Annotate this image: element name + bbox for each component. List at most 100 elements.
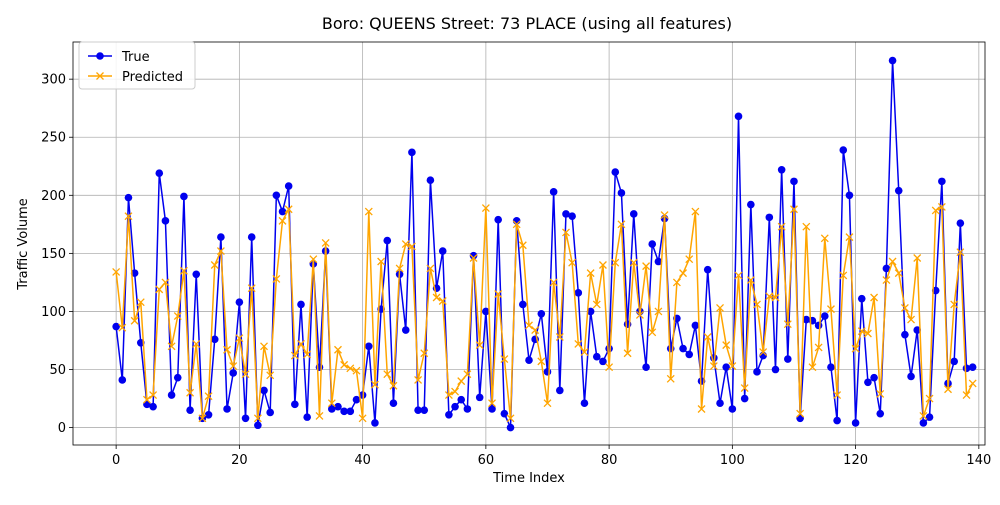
data-point-predicted [395, 264, 404, 273]
data-point-predicted [962, 391, 971, 400]
data-point-predicted [574, 340, 583, 348]
data-point-predicted [352, 366, 361, 375]
data-point-true [260, 386, 268, 395]
data-point-true [833, 416, 841, 425]
data-point-true [839, 146, 848, 154]
data-point-true [605, 344, 613, 353]
data-point-true [519, 300, 527, 309]
legend-x-glyph [96, 72, 104, 80]
data-point-true [950, 357, 958, 366]
data-point-predicted [740, 384, 749, 393]
x-tick-label: 120 [843, 453, 868, 468]
data-point-predicted [543, 399, 552, 408]
data-point-predicted [383, 370, 392, 379]
data-point-predicted [210, 261, 219, 269]
data-point-predicted [777, 222, 786, 231]
data-point-predicted [882, 276, 891, 285]
data-point-true [913, 326, 922, 334]
data-point-predicted [808, 363, 817, 372]
data-point-predicted [500, 355, 509, 364]
data-point-predicted [229, 362, 238, 370]
data-point-predicted [931, 206, 940, 215]
data-point-true [617, 189, 626, 197]
data-point-true [118, 376, 127, 384]
ticks: 0 20 40 60 80 100 120 140 0 50 100 150 200 250 300 [41, 73, 991, 468]
data-point-predicted [173, 312, 182, 321]
data-point-predicted [746, 276, 755, 285]
data-point-predicted [518, 241, 527, 250]
data-point-predicted [401, 240, 410, 249]
data-point-predicted [790, 205, 798, 214]
data-point-predicted [783, 320, 792, 329]
data-point-true [654, 257, 663, 266]
data-point-true [186, 406, 194, 414]
data-point-true [266, 408, 274, 417]
data-point-true [389, 399, 398, 407]
data-point-true [451, 402, 459, 411]
data-point-predicted [851, 344, 860, 353]
data-point-true [857, 294, 866, 303]
y-tick-label: 250 [41, 131, 66, 146]
chart-title: Boro: QUEENS Street: 73 PLACE (using all… [322, 14, 732, 33]
data-point-predicted [297, 340, 305, 348]
data-point-predicted [204, 392, 213, 401]
data-point-predicted [272, 274, 281, 283]
data-point-true [180, 192, 188, 201]
data-point-true [802, 315, 811, 324]
data-point-predicted [629, 258, 638, 267]
x-tick-label: 0 [112, 453, 120, 468]
data-point-predicted [475, 341, 484, 350]
data-point-predicted [444, 391, 453, 400]
legend-true-label: True [121, 50, 150, 65]
data-point-true [463, 405, 472, 413]
data-point-predicted [765, 292, 774, 301]
data-point-predicted [672, 278, 681, 287]
data-point-true [722, 363, 730, 371]
data-point-true [753, 368, 761, 376]
data-point-true [586, 307, 595, 316]
data-point-predicted [241, 370, 250, 379]
data-point-true [629, 210, 638, 218]
data-point-true [506, 423, 515, 432]
data-point-predicted [691, 207, 700, 216]
data-point-true [734, 112, 743, 121]
data-point-predicted [888, 257, 897, 266]
data-point-predicted [611, 258, 620, 267]
data-point-true [130, 269, 139, 277]
data-point-predicted [568, 258, 577, 267]
data-point-true [414, 406, 422, 414]
data-point-true [537, 309, 546, 318]
data-point-true [488, 405, 496, 413]
data-point-true [371, 419, 379, 427]
data-point-true [648, 240, 657, 248]
x-tick-label: 80 [601, 453, 618, 468]
data-point-predicted [198, 414, 207, 423]
data-point-true [882, 264, 891, 273]
data-point-predicted [586, 269, 595, 278]
data-point-predicted [370, 380, 379, 389]
y-tick-label: 200 [41, 189, 66, 204]
data-point-predicted [642, 262, 651, 271]
data-point-predicted [414, 376, 423, 384]
data-point-true [740, 394, 749, 403]
y-tick-label: 0 [58, 421, 66, 436]
data-point-predicted [709, 362, 718, 370]
data-point-true [334, 402, 342, 411]
data-point-predicted [703, 333, 712, 341]
data-point-predicted [155, 285, 164, 294]
data-point-true [568, 212, 576, 221]
data-point-true [827, 363, 835, 371]
x-tick-label: 100 [720, 453, 745, 468]
data-point-true [549, 188, 558, 196]
data-point-true [124, 193, 133, 202]
data-point-true [284, 182, 293, 190]
data-point-predicted [321, 238, 330, 247]
data-point-true [765, 213, 774, 222]
data-point-predicted [346, 364, 355, 373]
data-point-predicted [488, 399, 496, 408]
data-point-true [291, 400, 299, 409]
data-point-true [438, 247, 447, 255]
data-point-predicted [857, 327, 866, 336]
data-point-true [790, 177, 798, 186]
data-point-true [956, 219, 965, 227]
